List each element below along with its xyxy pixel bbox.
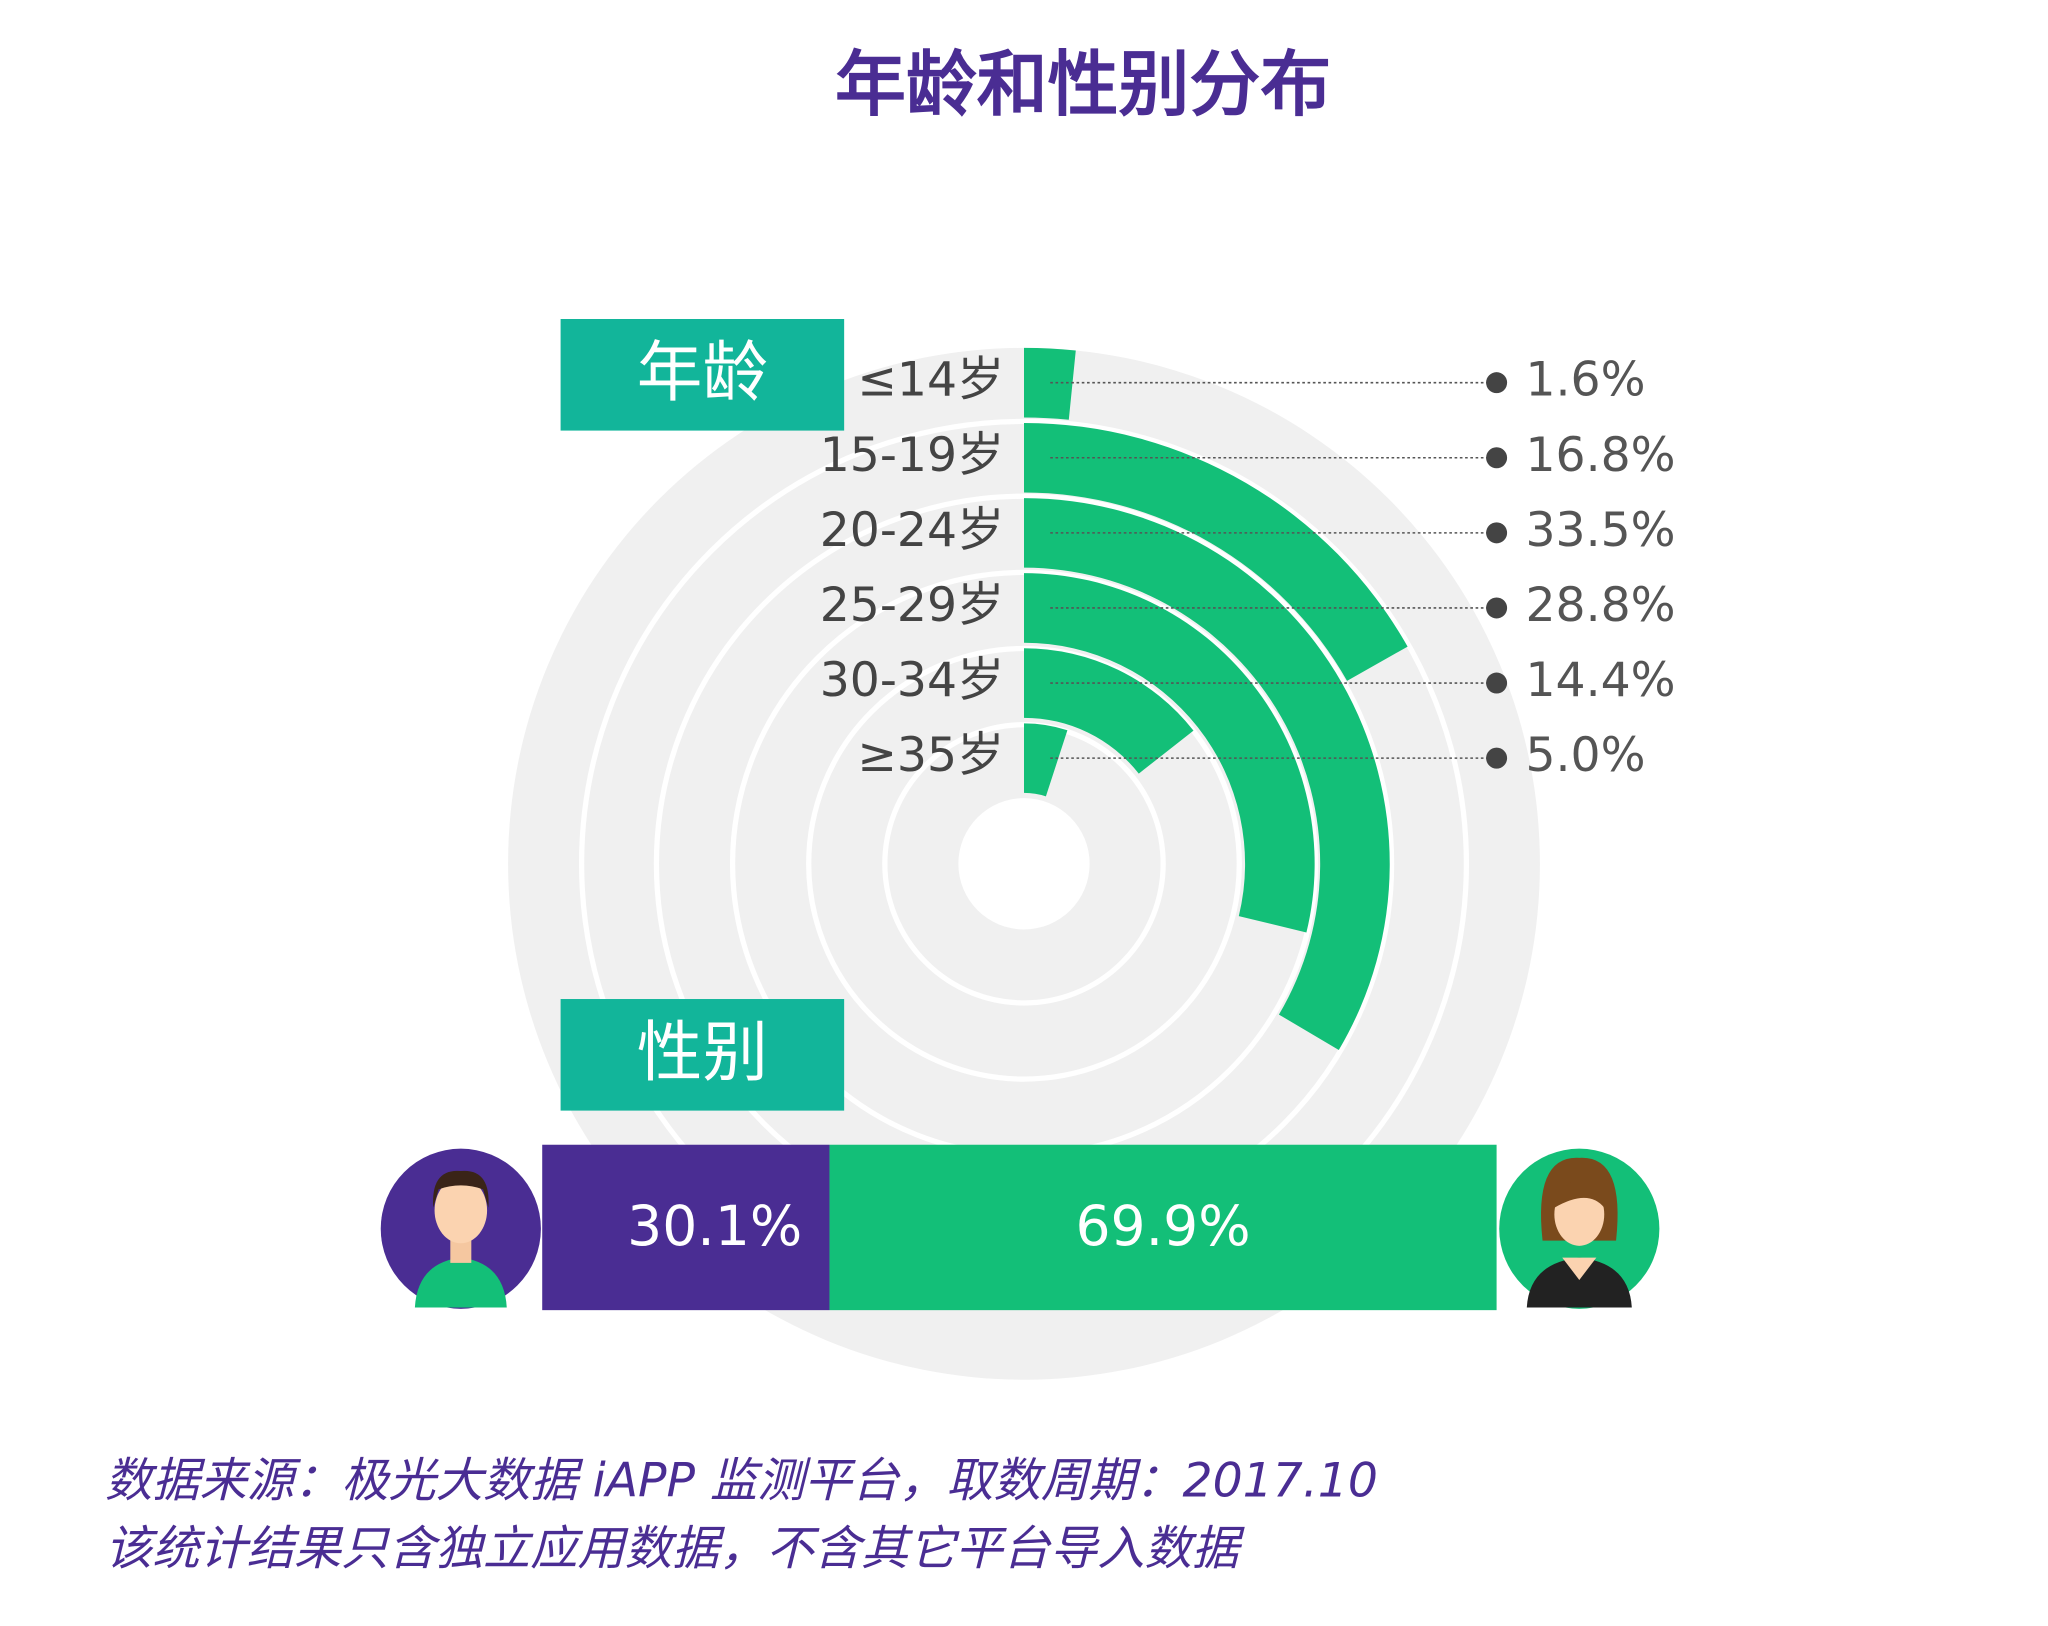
center-hole [958, 798, 1090, 930]
gender-bar [829, 1144, 1497, 1311]
radial-bar [1024, 648, 1194, 774]
radial-bar [1024, 498, 1390, 1050]
category-label: 20-24岁 [820, 503, 1005, 558]
gender-tag-label: 性别 [637, 1015, 768, 1091]
category-label: 30-34岁 [820, 653, 1005, 708]
category-label: ≥35岁 [857, 728, 1004, 783]
age-tag [560, 319, 845, 431]
footer-line: 数据来源：极光大数据 iAPP 监测平台，取数周期：2017.10 [105, 1453, 1378, 1508]
gender-bar [542, 1144, 830, 1311]
value-label: 1.6% [1525, 353, 1645, 408]
footer-line: 该统计结果只含独立应用数据，不含其它平台导入数据 [105, 1522, 1246, 1577]
value-label: 14.4% [1525, 653, 1675, 708]
leader-dot [1486, 372, 1508, 394]
radial-bar [1024, 347, 1076, 420]
gender-tag [560, 999, 845, 1111]
leader-dot [1486, 672, 1508, 694]
gender-value-label: 30.1% [627, 1195, 802, 1259]
value-label: 33.5% [1525, 503, 1675, 558]
category-label: 15-19岁 [820, 428, 1005, 483]
avatar-face [434, 1177, 488, 1244]
avatar-neck [1562, 1257, 1597, 1280]
value-label: 5.0% [1525, 728, 1645, 783]
category-label: ≤14岁 [857, 353, 1004, 408]
radial-bar [1024, 573, 1315, 933]
category-label: 25-29岁 [820, 578, 1005, 633]
male-avatar [380, 1148, 541, 1309]
radial-bar [1024, 422, 1408, 681]
avatar-body [1526, 1257, 1632, 1308]
radial-bar [1024, 723, 1068, 797]
avatar-hair [433, 1170, 489, 1208]
avatar-body [414, 1257, 507, 1308]
leader-dot [1486, 747, 1508, 769]
female-avatar [1499, 1148, 1660, 1309]
age-tag-label: 年龄 [637, 335, 768, 411]
avatar-fringe [1554, 1180, 1605, 1208]
leader-dot [1486, 597, 1508, 619]
gender-value-label: 69.9% [1075, 1195, 1250, 1259]
value-label: 28.8% [1525, 578, 1675, 633]
value-label: 16.8% [1525, 428, 1675, 483]
leader-dot [1486, 447, 1508, 469]
title: 年龄和性别分布 [835, 43, 1331, 126]
leader-dot [1486, 522, 1508, 544]
